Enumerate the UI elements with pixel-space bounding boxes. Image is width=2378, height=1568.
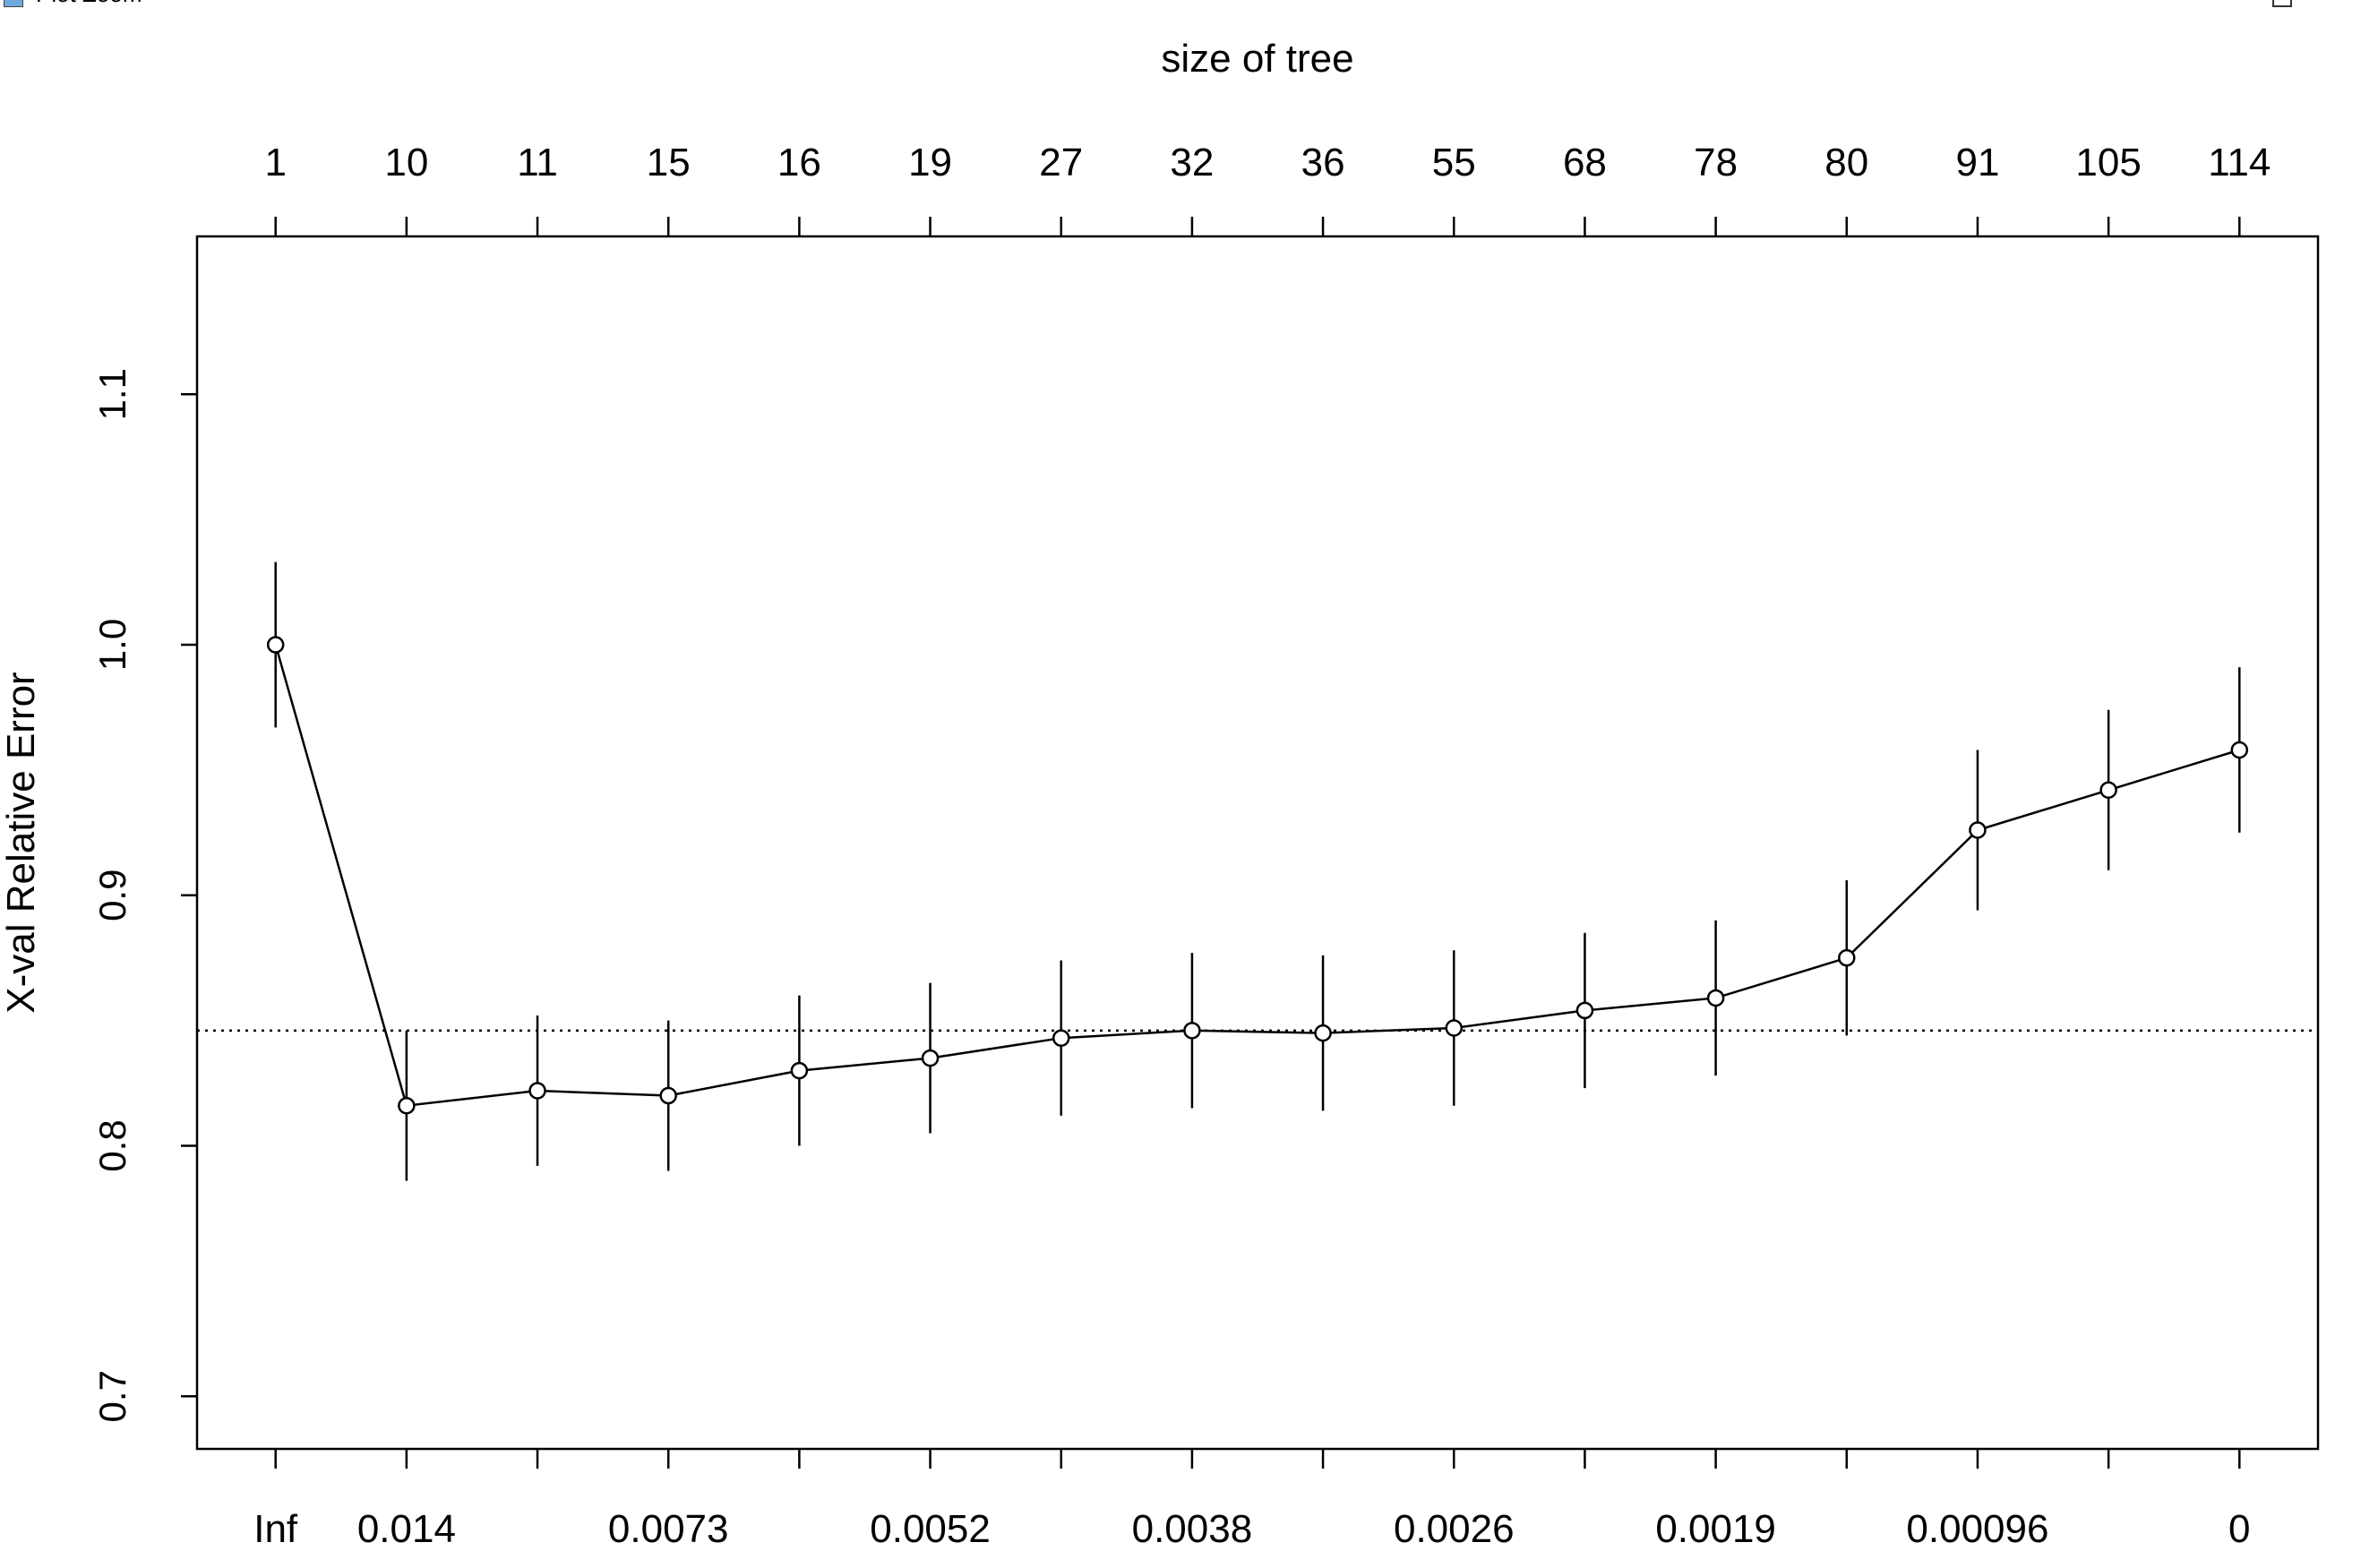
bottom-axis: Inf 0.014 0.0073 0.0052 0.0038 0.0026 0.0019 0.… — [253, 1449, 2251, 1551]
y-tick-label: 0.7 — [91, 1370, 133, 1422]
data-point — [1969, 821, 1987, 839]
top-tick-label: 1 — [264, 141, 286, 184]
data-points — [266, 636, 2249, 1115]
error-bars — [274, 561, 2241, 1181]
data-point — [921, 1049, 940, 1067]
top-tick-label: 16 — [777, 141, 821, 184]
top-tick-label: 55 — [1432, 141, 1476, 184]
maximize-icon[interactable] — [2272, 0, 2292, 7]
data-point — [1838, 948, 1856, 967]
y-tick-label: 1.1 — [91, 368, 133, 420]
window-title: Plot Zoom — [36, 0, 142, 7]
top-tick-label: 10 — [384, 141, 428, 184]
y-tick-label: 0.9 — [91, 870, 133, 921]
top-tick-label: 36 — [1301, 141, 1345, 184]
data-point — [1575, 1001, 1594, 1020]
bottom-tick-label: 0 — [2228, 1507, 2250, 1551]
data-point — [1314, 1024, 1332, 1042]
bottom-tick-label: 0.0026 — [1394, 1507, 1515, 1551]
window-controls[interactable] — [2235, 0, 2378, 7]
top-axis-label: size of tree — [1161, 37, 1353, 81]
data-point — [1706, 989, 1725, 1007]
bottom-tick-label: Inf — [253, 1507, 298, 1551]
bottom-tick-label: 0.00096 — [1906, 1507, 2048, 1551]
bottom-tick-label: 0.014 — [357, 1507, 456, 1551]
data-point — [1183, 1022, 1201, 1040]
y-tick-label: 1.0 — [91, 619, 133, 671]
window-titlebar: Plot Zoom — [0, 0, 197, 7]
data-point — [659, 1086, 677, 1105]
series-line — [274, 644, 2240, 1108]
bottom-tick-label: 0.0038 — [1132, 1507, 1253, 1551]
bottom-tick-label: 0.0019 — [1655, 1507, 1776, 1551]
top-tick-label: 27 — [1039, 141, 1083, 184]
top-tick-label: 105 — [2075, 141, 2141, 184]
top-tick-label: 32 — [1170, 141, 1214, 184]
data-point — [398, 1096, 416, 1115]
top-tick-label: 91 — [1955, 141, 1999, 184]
data-point — [790, 1061, 809, 1080]
top-tick-label: 19 — [908, 141, 952, 184]
data-point — [528, 1082, 546, 1100]
data-point — [2099, 781, 2117, 800]
top-tick-label: 80 — [1824, 141, 1868, 184]
data-point — [1445, 1019, 1464, 1037]
bottom-tick-label: 0.0073 — [608, 1507, 729, 1551]
data-point — [2230, 741, 2249, 759]
top-tick-label: 68 — [1563, 141, 1607, 184]
y-tick-label: 0.8 — [91, 1119, 133, 1171]
top-tick-label: 78 — [1694, 141, 1738, 184]
plot-icon — [4, 0, 23, 7]
data-point — [1052, 1029, 1070, 1047]
top-tick-label: 114 — [2208, 141, 2271, 184]
plot-box — [195, 235, 2320, 1451]
bottom-tick-label: 0.0052 — [870, 1507, 991, 1551]
series-line-layer — [274, 644, 2240, 1108]
top-tick-label: 11 — [517, 141, 558, 184]
y-axis: 0.7 0.8 0.9 1.0 1.1 — [91, 368, 197, 1422]
top-axis: 1 10 11 15 16 19 27 32 36 55 68 78 80 91 105 114 — [264, 141, 2271, 236]
top-tick-label: 15 — [647, 141, 691, 184]
data-point — [266, 636, 285, 654]
y-axis-label: X-val Relative Error — [0, 672, 43, 1013]
